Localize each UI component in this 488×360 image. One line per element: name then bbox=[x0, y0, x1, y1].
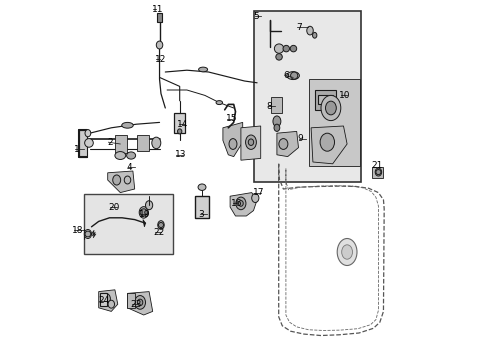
Ellipse shape bbox=[306, 26, 313, 35]
Polygon shape bbox=[276, 131, 298, 157]
Bar bbox=[314, 90, 336, 110]
Polygon shape bbox=[271, 97, 282, 113]
Circle shape bbox=[158, 222, 163, 228]
Text: 1: 1 bbox=[74, 145, 80, 154]
Text: 22: 22 bbox=[153, 228, 164, 237]
Text: 2: 2 bbox=[107, 138, 112, 147]
Circle shape bbox=[289, 45, 296, 52]
Ellipse shape bbox=[248, 139, 253, 145]
Circle shape bbox=[283, 45, 289, 52]
Text: 13: 13 bbox=[174, 150, 186, 159]
Text: 3: 3 bbox=[199, 210, 204, 219]
Ellipse shape bbox=[245, 135, 256, 149]
Ellipse shape bbox=[108, 300, 114, 308]
Text: 8: 8 bbox=[266, 102, 272, 111]
Ellipse shape bbox=[238, 201, 243, 206]
Bar bbox=[84, 194, 172, 254]
Polygon shape bbox=[230, 193, 257, 216]
Text: 4: 4 bbox=[126, 163, 132, 172]
Circle shape bbox=[84, 139, 93, 147]
Bar bbox=[174, 113, 185, 133]
Text: 12: 12 bbox=[155, 55, 166, 64]
Ellipse shape bbox=[156, 41, 163, 49]
Ellipse shape bbox=[151, 137, 161, 149]
Ellipse shape bbox=[101, 293, 110, 304]
Ellipse shape bbox=[325, 101, 336, 115]
Circle shape bbox=[375, 170, 380, 175]
Polygon shape bbox=[223, 122, 242, 157]
Ellipse shape bbox=[320, 95, 340, 121]
Text: 15: 15 bbox=[225, 114, 237, 123]
Text: 16: 16 bbox=[231, 199, 242, 208]
Text: 24: 24 bbox=[98, 296, 109, 305]
Text: 9: 9 bbox=[297, 134, 303, 143]
Circle shape bbox=[274, 44, 283, 53]
Text: 19: 19 bbox=[139, 210, 151, 219]
Text: 11: 11 bbox=[152, 5, 163, 14]
Polygon shape bbox=[115, 135, 127, 153]
Bar bbox=[79, 130, 87, 157]
Ellipse shape bbox=[235, 197, 245, 210]
Ellipse shape bbox=[312, 32, 316, 38]
Ellipse shape bbox=[139, 207, 148, 218]
Text: 7: 7 bbox=[295, 23, 301, 32]
Polygon shape bbox=[310, 126, 346, 164]
Ellipse shape bbox=[273, 124, 279, 131]
Ellipse shape bbox=[113, 175, 121, 185]
Text: 6: 6 bbox=[283, 71, 288, 80]
Ellipse shape bbox=[137, 299, 142, 306]
Text: 14: 14 bbox=[177, 120, 188, 129]
Ellipse shape bbox=[341, 245, 352, 259]
Text: 5: 5 bbox=[253, 12, 259, 21]
Circle shape bbox=[290, 72, 297, 79]
Ellipse shape bbox=[278, 139, 287, 149]
Ellipse shape bbox=[85, 130, 91, 137]
Circle shape bbox=[275, 54, 282, 60]
Polygon shape bbox=[127, 293, 134, 308]
Ellipse shape bbox=[228, 139, 237, 149]
Polygon shape bbox=[309, 79, 359, 166]
Ellipse shape bbox=[337, 238, 356, 266]
Ellipse shape bbox=[216, 100, 222, 105]
Ellipse shape bbox=[198, 67, 207, 72]
Text: 17: 17 bbox=[252, 188, 264, 197]
Ellipse shape bbox=[177, 129, 182, 134]
Bar bbox=[100, 293, 107, 306]
Text: 23: 23 bbox=[130, 300, 142, 309]
Ellipse shape bbox=[134, 296, 145, 309]
Ellipse shape bbox=[158, 221, 164, 229]
Ellipse shape bbox=[320, 133, 334, 151]
Ellipse shape bbox=[145, 201, 152, 210]
Ellipse shape bbox=[124, 176, 130, 184]
Text: 18: 18 bbox=[72, 226, 83, 235]
Circle shape bbox=[140, 209, 147, 216]
Ellipse shape bbox=[122, 122, 133, 128]
Ellipse shape bbox=[251, 194, 258, 202]
Polygon shape bbox=[107, 171, 134, 193]
Polygon shape bbox=[142, 220, 145, 227]
Ellipse shape bbox=[84, 230, 91, 239]
Text: 21: 21 bbox=[370, 161, 382, 170]
Polygon shape bbox=[127, 292, 152, 315]
Polygon shape bbox=[371, 167, 382, 178]
Bar bbox=[157, 13, 162, 22]
Polygon shape bbox=[99, 290, 118, 311]
Ellipse shape bbox=[374, 168, 381, 176]
Text: 10: 10 bbox=[339, 91, 350, 100]
Ellipse shape bbox=[126, 152, 135, 159]
Bar bbox=[254, 11, 361, 182]
Text: 20: 20 bbox=[108, 202, 120, 211]
Ellipse shape bbox=[272, 116, 280, 127]
Ellipse shape bbox=[115, 152, 125, 159]
Bar bbox=[195, 196, 208, 218]
Polygon shape bbox=[136, 135, 149, 151]
Ellipse shape bbox=[286, 72, 299, 80]
Bar bbox=[318, 95, 332, 104]
Polygon shape bbox=[241, 126, 260, 160]
Circle shape bbox=[85, 231, 91, 237]
Ellipse shape bbox=[198, 184, 205, 190]
